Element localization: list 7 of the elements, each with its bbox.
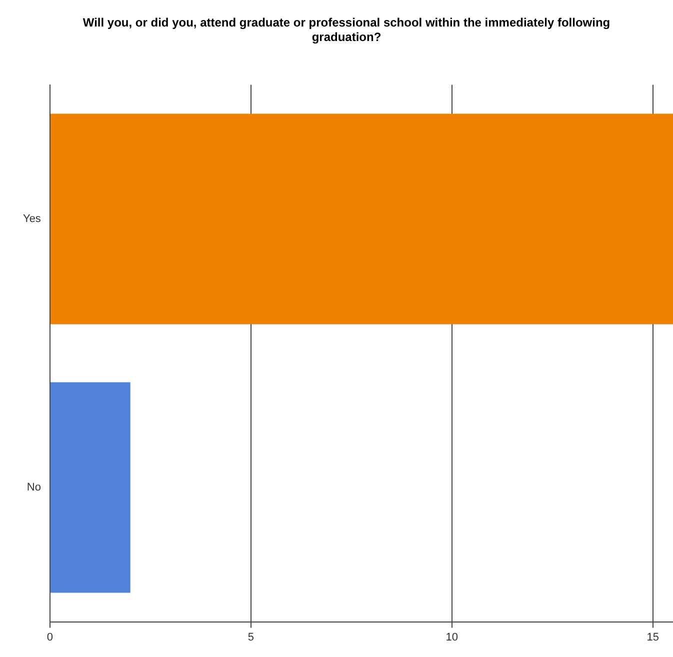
y-tick-label: No [26, 482, 41, 494]
x-tick-label: 15 [646, 631, 660, 644]
y-tick-label: Yes [22, 213, 42, 226]
x-tick-label: 0 [46, 631, 54, 644]
x-tick-label: 10 [446, 631, 458, 644]
chart-title: Will you, or did you, attend graduate or professional school within the immediately following graduation? [82, 16, 610, 44]
x-tick-label: 5 [248, 631, 254, 644]
